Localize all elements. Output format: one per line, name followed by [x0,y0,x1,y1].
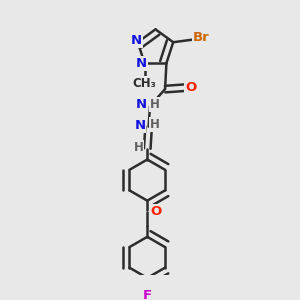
Text: N: N [136,98,147,111]
Text: O: O [150,205,162,218]
Text: Br: Br [193,31,210,44]
Text: N: N [136,57,147,70]
Text: N: N [131,34,142,47]
Text: H: H [134,141,143,154]
Text: H: H [150,118,160,131]
Text: N: N [134,119,146,132]
Text: F: F [143,289,152,300]
Text: O: O [185,81,196,94]
Text: CH₃: CH₃ [133,77,156,90]
Text: H: H [150,98,160,111]
